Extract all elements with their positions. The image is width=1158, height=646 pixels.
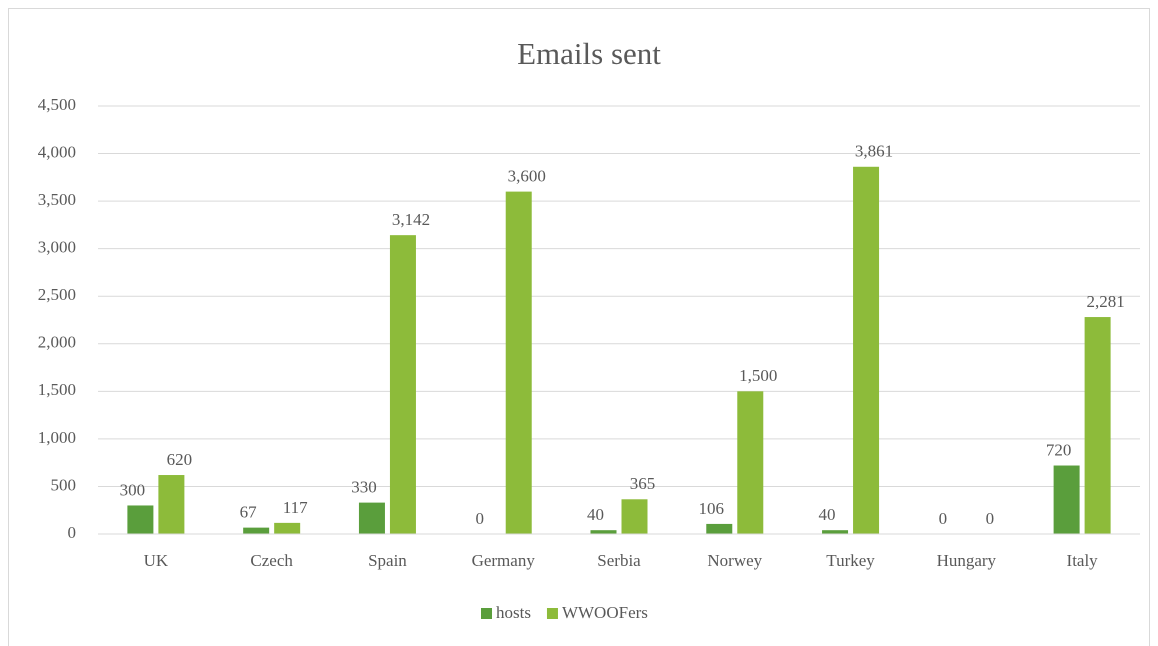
x-tick-label: Serbia (597, 551, 641, 570)
data-label: 0 (939, 509, 948, 528)
data-label: 1,500 (739, 366, 777, 385)
chart-frame (8, 8, 1150, 646)
x-tick-label: Turkey (826, 551, 875, 570)
bar (590, 530, 617, 534)
bar (853, 166, 880, 534)
y-tick-label: 2,500 (38, 285, 76, 304)
bar (1084, 317, 1111, 534)
x-tick-label: Germany (472, 551, 536, 570)
data-label: 620 (167, 450, 193, 469)
x-tick-label: Italy (1067, 551, 1099, 570)
bar (621, 499, 648, 534)
data-label: 0 (986, 509, 995, 528)
legend-label: hosts (496, 603, 531, 622)
data-label: 106 (699, 499, 725, 518)
bar (1053, 465, 1080, 534)
data-label: 117 (283, 498, 308, 517)
x-tick-label: Hungary (937, 551, 997, 570)
data-label: 330 (351, 478, 377, 497)
y-tick-label: 3,500 (38, 190, 76, 209)
bar (822, 530, 849, 534)
data-label: 3,600 (508, 167, 546, 186)
bar (706, 523, 733, 534)
y-tick-label: 0 (68, 523, 77, 542)
data-label: 2,281 (1086, 292, 1124, 311)
bar (127, 505, 154, 534)
y-tick-label: 4,500 (38, 95, 76, 114)
y-tick-label: 1,000 (38, 428, 76, 447)
x-tick-label: UK (144, 551, 169, 570)
y-tick-label: 2,000 (38, 333, 76, 352)
legend-label: WWOOFers (562, 603, 648, 622)
y-tick-label: 500 (51, 475, 77, 494)
legend-swatch (481, 608, 492, 619)
data-label: 3,861 (855, 142, 893, 161)
y-tick-label: 4,000 (38, 142, 76, 161)
data-label: 67 (240, 503, 258, 522)
data-label: 300 (120, 480, 146, 499)
bar (505, 191, 532, 534)
y-tick-label: 3,000 (38, 238, 76, 257)
x-tick-label: Spain (368, 551, 407, 570)
bar (358, 502, 385, 534)
bar (274, 522, 301, 534)
x-tick-label: Czech (250, 551, 293, 570)
bar (243, 527, 270, 534)
bar (737, 391, 764, 534)
legend-swatch (546, 608, 558, 619)
bar (389, 235, 416, 534)
data-label: 40 (587, 505, 604, 524)
data-label: 3,142 (392, 210, 430, 229)
bar (158, 475, 185, 534)
data-label: 0 (475, 509, 484, 528)
y-tick-label: 1,500 (38, 380, 76, 399)
chart-title: Emails sent (517, 36, 661, 71)
data-label: 40 (819, 505, 836, 524)
data-label: 365 (630, 474, 656, 493)
data-label: 720 (1046, 440, 1072, 459)
x-tick-label: Norwey (707, 551, 762, 570)
